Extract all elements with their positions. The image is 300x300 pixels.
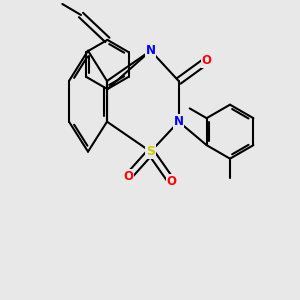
Text: O: O: [202, 54, 212, 67]
Text: S: S: [146, 145, 155, 158]
Text: N: N: [174, 115, 184, 128]
Text: O: O: [167, 175, 177, 188]
Text: O: O: [123, 170, 133, 183]
Text: N: N: [146, 44, 156, 57]
